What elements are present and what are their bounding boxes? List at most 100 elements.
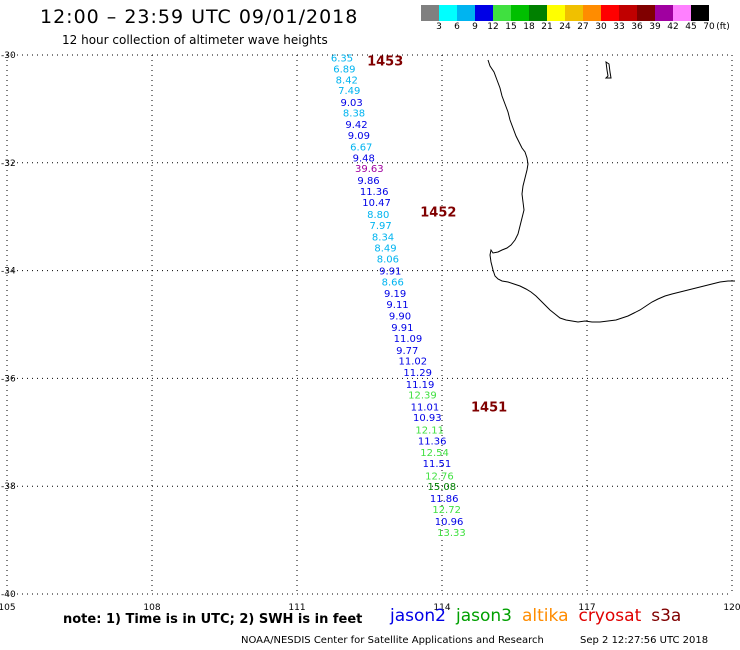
color-scale-swatch [655, 5, 673, 21]
color-scale-swatch [601, 5, 619, 21]
map-subtitle: 12 hour collection of altimeter wave hei… [62, 33, 328, 47]
lat-tick-label: -32 [1, 159, 16, 169]
wave-height-value: 9.90 [389, 311, 411, 322]
wave-height-value: 9.19 [384, 289, 406, 300]
color-scale-swatch [439, 5, 457, 21]
wave-height-value: 11.09 [394, 334, 423, 345]
wave-height-value: 12.54 [420, 448, 449, 459]
wave-height-value: 9.86 [357, 176, 379, 187]
island-outline [604, 60, 612, 79]
color-scale-swatch [691, 5, 709, 21]
wave-height-value: 6.35 [331, 54, 353, 65]
wave-height-value: 11.19 [406, 380, 435, 391]
lat-tick-label: -34 [1, 267, 16, 277]
wave-height-value: 12.72 [432, 505, 461, 516]
color-scale-swatch [673, 5, 691, 21]
wave-height-value: 15.08 [428, 482, 457, 493]
wave-height-value: 9.11 [386, 300, 408, 311]
wave-height-value: 6.89 [333, 64, 355, 75]
australia-coastline [487, 59, 735, 323]
color-scale-label: 15 [505, 22, 517, 32]
wave-height-value: 11.01 [411, 402, 440, 413]
wave-height-observations: 6.356.898.427.499.038.389.429.096.679.48… [331, 54, 466, 539]
color-scale-swatch [421, 5, 439, 21]
wave-height-value: 11.51 [423, 459, 452, 470]
wave-height-value: 11.36 [418, 436, 447, 447]
color-scale-label: 6 [454, 22, 460, 32]
map-title: 12:00 – 23:59 UTC 09/01/2018 [40, 6, 359, 28]
color-scale-unit: (ft) [716, 22, 730, 32]
legend-entry: cryosat [578, 606, 642, 626]
lon-tick-label: 117 [578, 603, 595, 613]
color-scale-swatch [475, 5, 493, 21]
color-scale-bar [421, 5, 709, 21]
lat-lon-grid [6, 54, 733, 595]
wave-height-value: 8.49 [374, 243, 396, 254]
wave-height-value: 9.09 [348, 131, 370, 142]
longitude-labels: 105 108 111 114 117 120 [0, 603, 740, 613]
wave-height-value: 10.47 [362, 198, 391, 209]
wave-height-value: 8.42 [336, 75, 358, 86]
lat-tick-label: -40 [1, 590, 16, 600]
generated-timestamp: Sep 2 12:27:56 UTC 2018 [580, 635, 709, 646]
lat-tick-label: -38 [1, 482, 16, 492]
wave-height-value: 11.36 [360, 187, 389, 198]
legend-entry: jason3 [456, 606, 512, 626]
track-id-label: 1453 [367, 54, 403, 69]
footnote: note: 1) Time is in UTC; 2) SWH is in fe… [63, 612, 363, 627]
color-scale-label: 42 [667, 22, 679, 32]
lat-tick-label: -30 [1, 51, 16, 61]
wave-height-value: 39.63 [355, 164, 384, 175]
wave-height-value: 11.86 [430, 494, 459, 505]
wave-height-value: 8.80 [367, 210, 389, 221]
color-scale-swatch [583, 5, 601, 21]
color-scale-swatch [529, 5, 547, 21]
wave-height-value: 9.91 [379, 267, 401, 278]
color-scale-swatch [493, 5, 511, 21]
wave-height-value: 12.76 [425, 471, 454, 482]
track-id-label: 1451 [471, 400, 507, 415]
wave-height-value: 12.39 [408, 391, 437, 402]
satellite-legend: jason2 jason3 altika cryosat s3a [390, 606, 691, 626]
wave-height-value: 8.66 [382, 277, 404, 288]
lon-tick-label: 105 [0, 603, 16, 613]
lon-tick-label: 111 [288, 603, 305, 613]
latitude-labels: -30 -32 -34 -36 -38 -40 [1, 51, 16, 600]
color-scale-label: 24 [559, 22, 571, 32]
color-scale-label: 33 [613, 22, 625, 32]
color-scale-swatch [457, 5, 475, 21]
wave-height-value: 12.11 [415, 426, 444, 437]
track-labels: 1453 1452 1451 [367, 54, 507, 415]
color-scale-label: 36 [631, 22, 643, 32]
credit-line: NOAA/NESDIS Center for Satellite Applica… [241, 635, 544, 646]
wave-height-value: 10.96 [435, 517, 464, 528]
legend-entry: altika [522, 606, 569, 626]
color-scale-swatch [565, 5, 583, 21]
wave-height-value: 7.49 [338, 86, 360, 97]
wave-height-value: 9.42 [345, 120, 367, 131]
color-scale-label: 21 [541, 22, 553, 32]
wave-height-value: 9.91 [391, 323, 413, 334]
color-scale-swatch [637, 5, 655, 21]
color-scale-label: 12 [487, 22, 499, 32]
wave-height-value: 9.48 [353, 153, 375, 164]
wave-height-value: 6.67 [350, 143, 372, 154]
wave-height-value: 13.33 [437, 528, 466, 539]
legend-entry: jason2 [390, 606, 446, 626]
color-scale-label: 9 [472, 22, 478, 32]
color-scale-label: 39 [649, 22, 661, 32]
color-scale-label: 70 [703, 22, 715, 32]
track-id-label: 1452 [420, 205, 456, 220]
wave-height-value: 7.97 [370, 221, 392, 232]
color-scale-label: 3 [436, 22, 442, 32]
lon-tick-label: 108 [143, 603, 160, 613]
color-scale-label: 18 [523, 22, 535, 32]
color-scale-label: 30 [595, 22, 607, 32]
wave-height-value: 11.02 [399, 357, 428, 368]
color-scale-swatch [511, 5, 529, 21]
wave-height-value: 9.03 [341, 98, 363, 109]
wave-height-value: 8.06 [377, 255, 399, 266]
color-scale-swatch [619, 5, 637, 21]
wave-height-value: 11.29 [403, 368, 432, 379]
